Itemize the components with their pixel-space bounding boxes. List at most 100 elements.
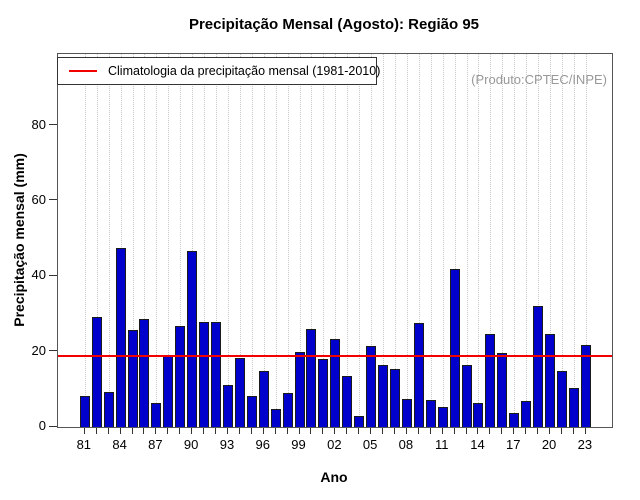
x-tick xyxy=(453,428,455,434)
x-tick-label: 11 xyxy=(434,437,449,452)
x-tick xyxy=(226,428,228,434)
gridline xyxy=(84,54,86,427)
x-tick-label: 96 xyxy=(255,437,270,452)
bar-1996 xyxy=(258,370,269,427)
gridline xyxy=(442,54,444,427)
bar-2010 xyxy=(425,399,436,427)
x-tick xyxy=(334,428,336,434)
x-tick xyxy=(417,428,419,434)
gridline xyxy=(96,54,98,427)
x-tick xyxy=(549,428,551,434)
gridline xyxy=(227,54,229,427)
bar-2005 xyxy=(366,346,377,427)
gridline xyxy=(371,54,373,427)
x-tick xyxy=(215,428,217,434)
bar-1999 xyxy=(294,352,305,427)
x-tick xyxy=(286,428,288,434)
gridline xyxy=(192,54,194,427)
bar-2007 xyxy=(389,369,400,427)
x-tick xyxy=(382,428,384,434)
gridline xyxy=(573,54,575,427)
y-tick xyxy=(49,350,57,352)
x-tick xyxy=(584,428,586,434)
y-tick-label: 60 xyxy=(31,191,46,207)
x-tick xyxy=(167,428,169,434)
y-tick xyxy=(49,425,57,427)
gridline xyxy=(383,54,385,427)
gridline xyxy=(538,54,540,427)
bar-1990 xyxy=(187,251,198,427)
bar-1997 xyxy=(270,409,281,427)
x-tick xyxy=(429,428,431,434)
bar-1988 xyxy=(163,356,174,427)
x-tick xyxy=(322,428,324,434)
x-tick-label: 23 xyxy=(577,437,593,452)
producer-annotation: (Produto:CPTEC/INPE) xyxy=(471,72,607,87)
x-tick xyxy=(465,428,467,434)
gridline xyxy=(168,54,170,427)
gridline xyxy=(394,54,396,427)
bar-2019 xyxy=(533,306,544,427)
y-tick xyxy=(49,199,57,201)
gridline xyxy=(454,54,456,427)
gridline xyxy=(204,54,206,427)
gridline xyxy=(156,54,158,427)
legend-box: Climatologia da precipitação mensal (198… xyxy=(57,57,381,85)
gridline xyxy=(263,54,265,427)
x-tick xyxy=(525,428,527,434)
bar-2011 xyxy=(437,407,448,427)
gridline xyxy=(347,54,349,427)
gridline xyxy=(275,54,277,427)
x-tick-label: 20 xyxy=(541,437,557,452)
y-tick-label: 0 xyxy=(38,418,46,433)
bar-1989 xyxy=(175,326,186,427)
y-tick xyxy=(49,274,57,276)
gridline xyxy=(466,54,468,427)
bar-2014 xyxy=(473,403,484,427)
bar-2017 xyxy=(509,412,520,427)
x-tick xyxy=(143,428,145,434)
gridline xyxy=(108,54,110,427)
x-tick xyxy=(95,428,97,434)
bar-2013 xyxy=(461,365,472,427)
gridline xyxy=(418,54,420,427)
gridline xyxy=(430,54,432,427)
gridline xyxy=(287,54,289,427)
bar-1995 xyxy=(246,396,257,427)
bar-1984 xyxy=(115,248,126,427)
bar-2004 xyxy=(354,416,365,427)
x-tick xyxy=(393,428,395,434)
gridline xyxy=(359,54,361,427)
x-tick xyxy=(441,428,443,434)
x-axis-title: Ano xyxy=(320,469,348,485)
x-tick xyxy=(107,428,109,434)
x-tick xyxy=(561,428,562,434)
bar-1998 xyxy=(282,392,293,427)
x-tick xyxy=(191,428,193,434)
bar-2002 xyxy=(330,339,341,427)
x-tick xyxy=(203,428,205,434)
bar-1993 xyxy=(222,385,233,427)
gridline xyxy=(406,54,408,427)
gridline xyxy=(335,54,337,427)
legend-label: Climatologia da precipitação mensal (198… xyxy=(108,64,381,78)
bar-2021 xyxy=(557,370,567,427)
bar-2023 xyxy=(580,344,591,427)
x-tick-label: 84 xyxy=(112,437,127,452)
chart-title: Precipitação Mensal (Agosto): Região 95 xyxy=(188,16,480,33)
bar-2006 xyxy=(378,365,389,427)
x-tick xyxy=(477,428,479,434)
x-tick xyxy=(537,428,539,434)
gridline xyxy=(502,54,504,427)
bar-1992 xyxy=(211,321,222,427)
gridline xyxy=(239,54,241,427)
y-tick-label: 20 xyxy=(31,342,46,358)
x-tick-label: 90 xyxy=(183,437,199,452)
x-tick xyxy=(274,428,276,434)
x-tick xyxy=(250,428,252,434)
x-tick-label: 93 xyxy=(219,437,235,452)
x-tick xyxy=(501,428,503,434)
bar-2020 xyxy=(545,333,556,427)
x-tick xyxy=(262,428,264,434)
